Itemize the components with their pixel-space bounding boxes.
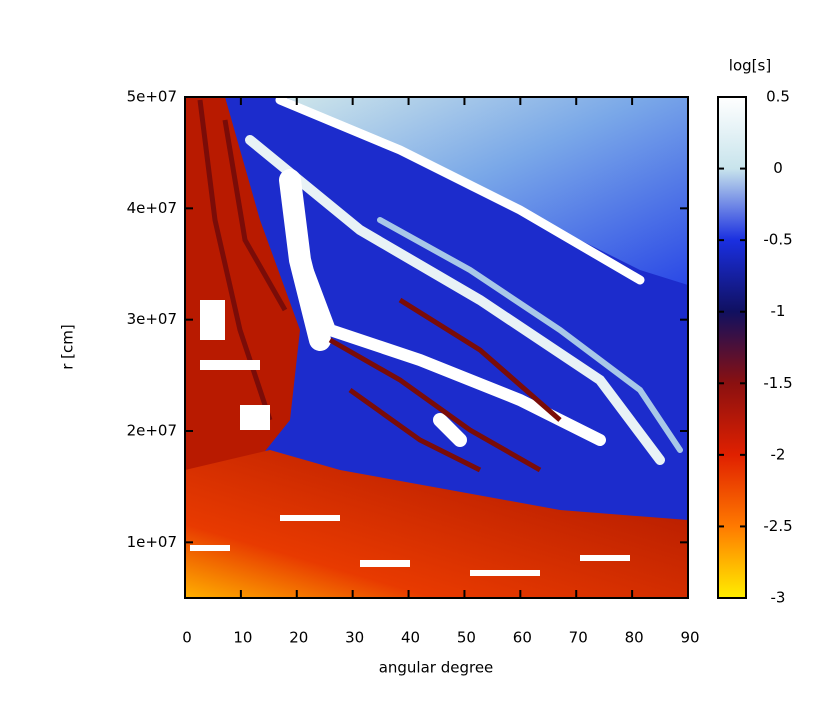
x-tick-label: 40 — [401, 629, 420, 647]
plot-frame — [184, 96, 689, 599]
colorbar-tick-label: -1.5 — [763, 374, 792, 392]
colorbar-tick-label: -3 — [771, 589, 786, 607]
x-tick-label: 20 — [289, 629, 308, 647]
colorbar — [718, 97, 746, 598]
x-tick-label: 70 — [569, 629, 588, 647]
y-axis-label: r [cm] — [59, 324, 77, 370]
colorbar-tick-label: 0.5 — [766, 88, 790, 106]
colorbar-tick-label: -1 — [771, 302, 786, 320]
colorbar-tick-label: -2.5 — [763, 517, 792, 535]
colorbar-frame — [717, 96, 747, 599]
y-tick-label: 5e+07 — [127, 88, 177, 106]
x-tick-label: 0 — [182, 629, 192, 647]
x-tick-label: 50 — [457, 629, 476, 647]
colorbar-tick-label: 0 — [773, 159, 783, 177]
x-tick-label: 80 — [625, 629, 644, 647]
y-tick-label: 2e+07 — [127, 422, 177, 440]
y-tick-label: 4e+07 — [127, 199, 177, 217]
field-image — [185, 97, 688, 598]
y-tick-label: 1e+07 — [127, 533, 177, 551]
x-tick-label: 60 — [513, 629, 532, 647]
x-tick-label: 30 — [345, 629, 364, 647]
colorbar-tick-label: -2 — [771, 445, 786, 463]
colorbar-label: log[s] — [729, 57, 771, 75]
y-tick-label: 3e+07 — [127, 310, 177, 328]
x-tick-label: 90 — [680, 629, 699, 647]
x-axis-label: angular degree — [379, 659, 494, 677]
x-tick-label: 10 — [233, 629, 252, 647]
colorbar-tick-label: -0.5 — [763, 231, 792, 249]
